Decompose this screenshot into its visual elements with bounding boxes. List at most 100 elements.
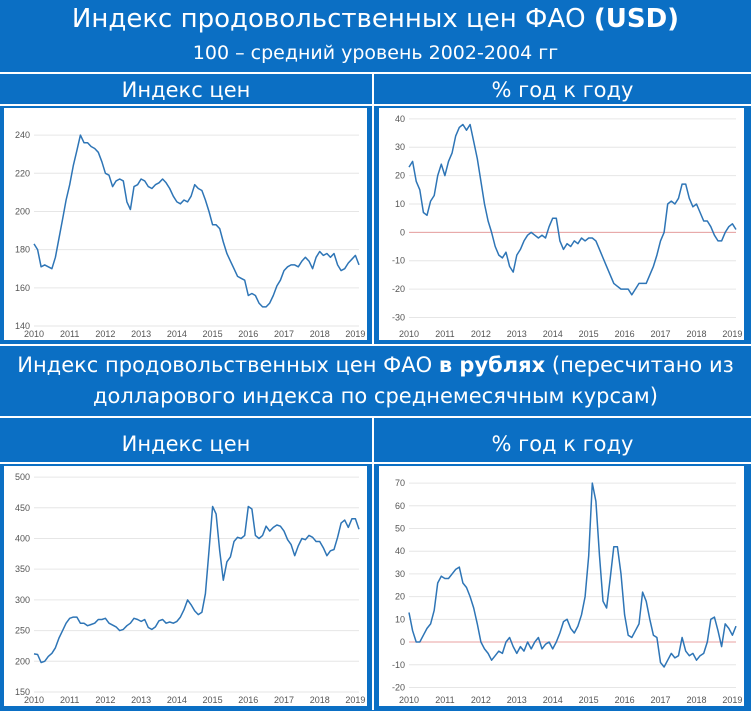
y-tick-label: 350 <box>15 564 30 574</box>
rub-title-bold: в рублях <box>438 353 546 377</box>
x-tick-label: 2011 <box>435 329 454 339</box>
chart-usd-index: 140 160 180 200 220 240 2010 2011 2012 2013 2014 20… <box>15 130 365 339</box>
y-tick-label: 500 <box>15 472 30 482</box>
y-tick-label: 450 <box>15 503 30 513</box>
rub-title-text-end: (пересчитано из долларового индекса по с… <box>93 353 734 408</box>
y-tick-label: -30 <box>392 312 405 322</box>
x-tick-label: 2014 <box>543 695 563 705</box>
y-tick-label: 180 <box>15 245 30 255</box>
y-tick-label: 30 <box>395 142 405 152</box>
x-tick-label: 2010 <box>399 695 419 705</box>
x-tick-label: 2013 <box>507 695 527 705</box>
x-tick-label: 2017 <box>274 329 294 339</box>
y-tick-label: 40 <box>395 114 405 124</box>
y-tick-label: 150 <box>15 687 30 697</box>
divider-header-bottom <box>0 462 751 464</box>
panel-title-usd-index: Индекс цен <box>121 78 251 102</box>
x-tick-label: 2012 <box>471 329 491 339</box>
divider-lower <box>0 416 751 418</box>
x-tick-label: 2018 <box>686 329 706 339</box>
x-tick-label: 2010 <box>399 329 419 339</box>
x-tick-label: 2016 <box>615 329 635 339</box>
x-tick-label: 2016 <box>238 695 258 705</box>
x-tick-label: 2014 <box>543 329 563 339</box>
y-tick-label: 160 <box>15 283 30 293</box>
x-tick-label: 2012 <box>95 695 115 705</box>
x-tick-label: 2013 <box>131 695 151 705</box>
x-tick-label: 2017 <box>274 695 294 705</box>
series-line <box>408 482 737 668</box>
chart-rub-index: 150 200 250 300 350 400 450 500 2010 2011 2012 2013… <box>15 472 365 705</box>
x-tick-label: 2013 <box>507 329 527 339</box>
y-tick-label: 0 <box>400 637 405 647</box>
x-tick-label: 2019 <box>722 329 742 339</box>
rub-title: Индекс продовольственных цен ФАО в рубля… <box>0 350 751 412</box>
y-tick-label: 300 <box>15 595 30 605</box>
x-tick-label: 2018 <box>310 695 330 705</box>
y-tick-label: 40 <box>395 546 405 556</box>
x-tick-label: 2014 <box>167 329 187 339</box>
panel-title-usd-yoy: % год к году <box>491 78 634 102</box>
panel-title-rub-yoy: % год к году <box>491 432 634 456</box>
y-tick-label: 0 <box>400 227 405 237</box>
series-line <box>33 134 360 308</box>
x-tick-label: 2012 <box>471 695 491 705</box>
y-tick-label: 140 <box>15 321 30 331</box>
x-tick-label: 2019 <box>345 695 365 705</box>
chart-rub-yoy: -20 -10 0 10 20 30 40 50 60 70 2010 2011 2012 2013 201… <box>392 478 742 705</box>
x-tick-label: 2018 <box>686 695 706 705</box>
x-tick-label: 2011 <box>60 695 79 705</box>
x-tick-label: 2015 <box>203 329 223 339</box>
main-subtitle: 100 – средний уровень 2002-2004 гг <box>192 42 559 64</box>
y-tick-label: 220 <box>15 168 30 178</box>
x-tick-label: 2017 <box>651 695 671 705</box>
y-tick-label: -10 <box>392 256 405 266</box>
x-tick-label: 2015 <box>579 329 599 339</box>
y-tick-label: 200 <box>15 206 30 216</box>
divider-vertical-bottom <box>372 416 374 710</box>
x-tick-label: 2010 <box>24 329 44 339</box>
main-title: Индекс продовольственных цен ФАО (USD) <box>0 4 751 34</box>
chart-panel-rub-yoy: -20 -10 0 10 20 30 40 50 60 70 2010 2011 2012 2013 201… <box>379 466 744 706</box>
x-tick-label: 2016 <box>615 695 635 705</box>
divider-middle <box>0 344 751 346</box>
y-tick-label: 30 <box>395 569 405 579</box>
x-tick-label: 2016 <box>238 329 258 339</box>
y-tick-label: 240 <box>15 130 30 140</box>
x-tick-label: 2019 <box>722 695 742 705</box>
y-tick-label: 70 <box>395 478 405 488</box>
x-tick-label: 2010 <box>24 695 44 705</box>
y-tick-label: 20 <box>395 171 405 181</box>
y-tick-label: -10 <box>392 660 405 670</box>
x-tick-label: 2012 <box>95 329 115 339</box>
main-title-bold: (USD) <box>593 4 680 34</box>
chart-usd-yoy: -30 -20 -10 0 10 20 30 40 2010 2011 2012 2013 2014 20… <box>392 114 742 339</box>
panel-title-rub-index: Индекс цен <box>121 432 251 456</box>
y-tick-label: 20 <box>395 592 405 602</box>
y-tick-label: 50 <box>395 524 405 534</box>
series-line <box>408 123 737 296</box>
x-tick-label: 2015 <box>203 695 223 705</box>
x-tick-label: 2013 <box>131 329 151 339</box>
main-title-text: Индекс продовольственных цен ФАО <box>71 4 594 34</box>
chart-panel-rub-index: 150 200 250 300 350 400 450 500 2010 2011 2012 2013… <box>4 466 367 706</box>
divider-header-top <box>0 104 751 106</box>
x-tick-label: 2011 <box>435 695 454 705</box>
chart-panel-usd-yoy: -30 -20 -10 0 10 20 30 40 2010 2011 2012 2013 2014 20… <box>379 108 744 340</box>
x-tick-label: 2011 <box>60 329 79 339</box>
y-tick-label: 400 <box>15 533 30 543</box>
series-line <box>33 505 360 664</box>
divider-top <box>0 72 751 74</box>
rub-title-text: Индекс продовольственных цен ФАО <box>17 353 439 377</box>
divider-vertical-top <box>372 72 374 344</box>
y-tick-label: -20 <box>392 682 405 692</box>
x-tick-label: 2015 <box>579 695 599 705</box>
y-tick-label: 10 <box>395 199 405 209</box>
x-tick-label: 2017 <box>651 329 671 339</box>
y-tick-label: 200 <box>15 656 30 666</box>
x-tick-label: 2014 <box>167 695 187 705</box>
x-tick-label: 2019 <box>345 329 365 339</box>
y-tick-label: 10 <box>395 614 405 624</box>
chart-panel-usd-index: 140 160 180 200 220 240 2010 2011 2012 2013 2014 20… <box>4 108 367 340</box>
